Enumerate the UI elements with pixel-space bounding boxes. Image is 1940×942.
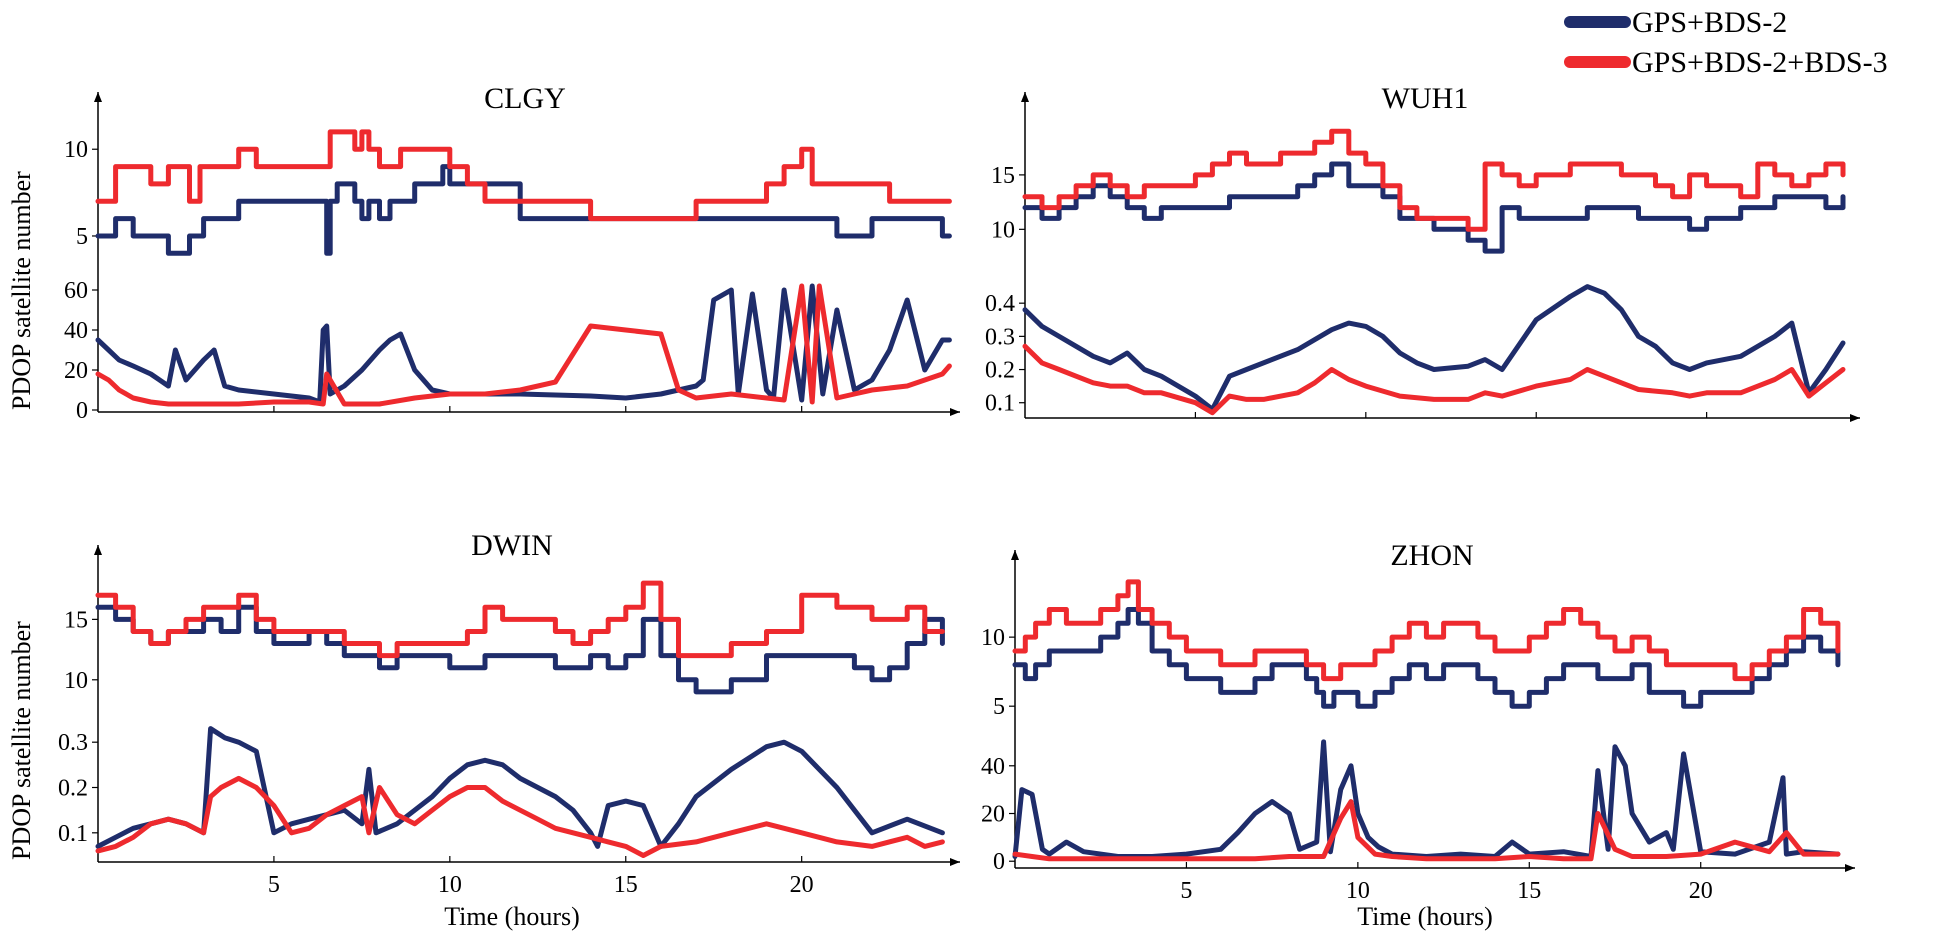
subplot-dwin-satellite-number: 10 15 <box>64 580 945 695</box>
y-tick-label-zhon-satellite-number-5: 5 <box>993 694 1005 720</box>
subplot-clgy-pdop: 0 20 40 60 <box>64 278 952 424</box>
series-line-wuh1-pdop-gps-bds-2-bds-3 <box>1022 343 1846 416</box>
x-tick-label-zhon-20: 20 <box>1689 878 1713 904</box>
y-tick-label-dwin-pdop-0.3: 0.3 <box>58 730 88 756</box>
x-tick-label-dwin-5: 5 <box>268 872 280 898</box>
ylabel-bottom: PDOP satellite number <box>7 621 36 860</box>
y-tick-label-dwin-pdop-0.2: 0.2 <box>58 776 88 802</box>
y-tick-label-dwin-satellite-number-15: 15 <box>64 607 88 633</box>
x-axis-arrow-zhon <box>1845 864 1855 872</box>
y-tick-label-clgy-satellite-number-5: 5 <box>76 224 88 250</box>
x-tick-label-zhon-5: 5 <box>1180 878 1192 904</box>
series-line-zhon-satellite-number-gps-bds-2-bds-3 <box>1012 579 1841 682</box>
x-axis-arrow-dwin <box>950 858 960 866</box>
y-tick-label-wuh1-pdop-0.2: 0.2 <box>985 358 1015 384</box>
x-axis-arrow-wuh1 <box>1850 414 1860 422</box>
y-axis-arrow-dwin <box>94 545 102 555</box>
legend-label-gps-bds2: GPS+BDS-2 <box>1632 6 1787 39</box>
y-tick-label-zhon-pdop-40: 40 <box>981 754 1005 780</box>
y-axis-arrow-wuh1 <box>1021 92 1029 102</box>
y-tick-label-wuh1-pdop-0.4: 0.4 <box>985 291 1015 317</box>
subplot-wuh1-pdop: 0.1 0.2 0.3 0.4 <box>985 284 1846 417</box>
y-tick-label-dwin-satellite-number-10: 10 <box>64 668 88 694</box>
x-tick-label-zhon-10: 10 <box>1346 878 1370 904</box>
x-tick-label-dwin-15: 15 <box>614 872 638 898</box>
subplot-wuh1-satellite-number: 10 15 <box>991 128 1846 254</box>
y-tick-label-wuh1-satellite-number-10: 10 <box>991 217 1015 243</box>
xlabel-bottom-right: Time (hours) <box>1357 902 1493 931</box>
y-axis-arrow-clgy <box>94 92 102 102</box>
panel-wuh1: WUH1 10 15 0.1 0.2 0.3 0.4 <box>985 82 1860 422</box>
y-tick-label-clgy-pdop-40: 40 <box>64 318 88 344</box>
y-axis-arrow-zhon <box>1011 550 1019 560</box>
panel-dwin: DWIN 5 10 15 20 10 15 0.1 0.2 0.3 <box>58 529 960 898</box>
series-line-dwin-satellite-number-gps-bds-2-bds-3 <box>95 580 945 659</box>
series-line-clgy-satellite-number-gps-bds-2-bds-3 <box>95 129 952 222</box>
series-line-dwin-pdop-gps-bds-2-bds-3 <box>95 775 945 858</box>
series-line-wuh1-pdop-gps-bds-2 <box>1022 284 1846 412</box>
series-line-zhon-pdop-gps-bds-2-bds-3 <box>1012 799 1841 862</box>
x-tick-label-dwin-10: 10 <box>438 872 462 898</box>
series-line-clgy-pdop-gps-bds-2-bds-3 <box>95 283 952 407</box>
x-tick-label-zhon-15: 15 <box>1517 878 1541 904</box>
series-line-dwin-satellite-number-gps-bds-2 <box>95 604 945 695</box>
x-tick-label-dwin-20: 20 <box>790 872 814 898</box>
panel-title-clgy: CLGY <box>484 82 566 115</box>
subplot-clgy-satellite-number: 5 10 <box>64 129 952 256</box>
panel-zhon: ZHON 5 10 15 20 5 10 0 20 40 <box>981 539 1855 904</box>
y-tick-label-clgy-pdop-0: 0 <box>76 398 88 424</box>
y-tick-label-zhon-satellite-number-10: 10 <box>981 625 1005 651</box>
legend: GPS+BDS-2 GPS+BDS-2+BDS-3 <box>1564 6 1888 79</box>
series-line-clgy-satellite-number-gps-bds-2 <box>95 164 952 256</box>
y-tick-label-wuh1-pdop-0.1: 0.1 <box>985 391 1015 417</box>
legend-label-gps-bds2-bds3: GPS+BDS-2+BDS-3 <box>1632 46 1888 79</box>
subplot-zhon-satellite-number: 5 10 <box>981 579 1841 720</box>
ylabel-top: PDOP satellite number <box>7 171 36 410</box>
y-tick-label-zhon-pdop-20: 20 <box>981 802 1005 828</box>
y-tick-label-clgy-pdop-20: 20 <box>64 358 88 384</box>
y-tick-label-clgy-satellite-number-10: 10 <box>64 137 88 163</box>
y-tick-label-clgy-pdop-60: 60 <box>64 278 88 304</box>
y-tick-label-wuh1-satellite-number-15: 15 <box>991 163 1015 189</box>
y-tick-label-zhon-pdop-0: 0 <box>993 849 1005 875</box>
series-line-zhon-pdop-gps-bds-2 <box>1012 739 1841 859</box>
panel-title-wuh1: WUH1 <box>1382 82 1469 115</box>
series-line-wuh1-satellite-number-gps-bds-2 <box>1022 161 1846 254</box>
panel-title-dwin: DWIN <box>471 529 553 562</box>
y-tick-label-wuh1-pdop-0.3: 0.3 <box>985 324 1015 350</box>
y-tick-label-dwin-pdop-0.1: 0.1 <box>58 821 88 847</box>
panel-clgy: CLGY 5 10 0 20 40 60 <box>64 82 960 424</box>
panel-title-zhon: ZHON <box>1390 539 1473 572</box>
subplot-zhon-pdop: 0 20 40 <box>981 739 1841 875</box>
panels-layer: CLGY 5 10 0 20 40 60 WUH1 10 15 0.1 0.2 0.3 0.4 DWIN 5 1… <box>58 82 1860 904</box>
subplot-dwin-pdop: 0.1 0.2 0.3 <box>58 726 945 858</box>
series-line-wuh1-satellite-number-gps-bds-2-bds-3 <box>1022 128 1846 232</box>
xlabel-bottom-left: Time (hours) <box>444 902 580 931</box>
series-line-dwin-pdop-gps-bds-2 <box>95 726 945 849</box>
x-axis-arrow-clgy <box>950 408 960 416</box>
